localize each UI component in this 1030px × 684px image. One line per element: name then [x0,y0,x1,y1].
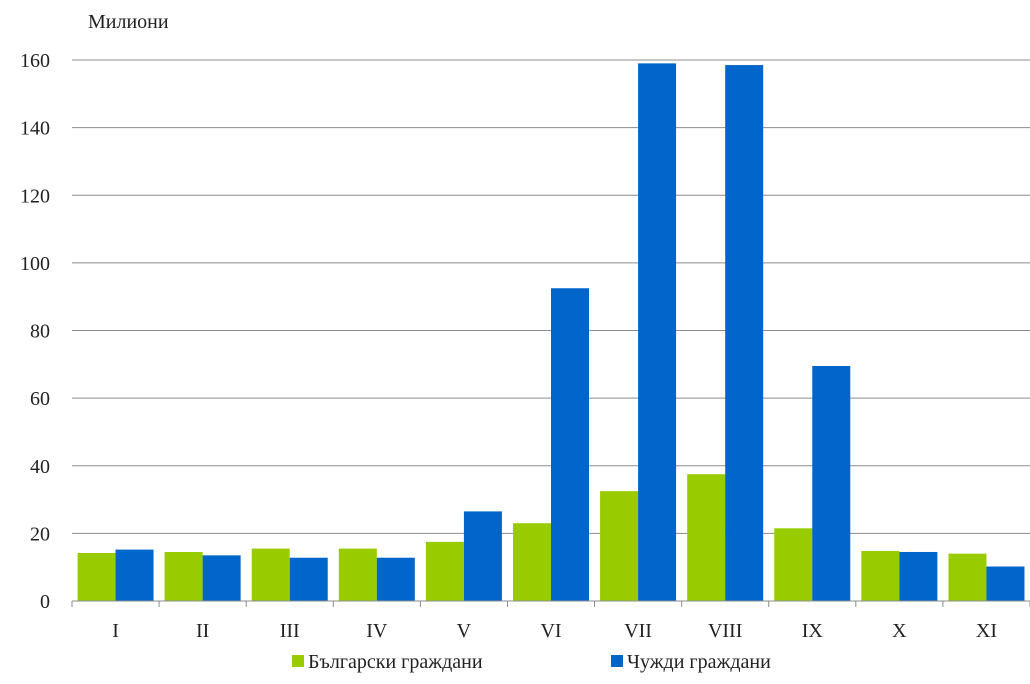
y-tick-label: 0 [40,591,50,613]
bar-bulgarian-III [251,548,290,601]
y-tick-label: 20 [30,523,50,545]
bar-foreign-IV [376,557,415,601]
bars [77,63,1025,602]
bar-bulgarian-VII [600,491,639,601]
x-tick-label: X [892,620,907,642]
bar-foreign-V [463,511,502,601]
legend: Български граждани Чужди граждани [292,651,771,673]
bar-bulgarian-VIII [687,474,726,601]
y-tick-label: 120 [20,185,50,207]
bar-foreign-VI [551,288,589,601]
x-tick-label: IX [802,620,824,642]
bar-bulgarian-V [425,541,464,601]
y-tick-label: 60 [30,388,50,410]
x-tick-label: XI [976,620,997,642]
bar-foreign-XI [986,566,1025,601]
y-axis-ticks: 0 20 40 60 80 100 120 140 160 [20,50,50,613]
y-axis-unit-label: Милиони [88,11,169,33]
bar-foreign-III [289,557,328,601]
y-tick-label: 160 [20,50,50,72]
bar-bulgarian-IV [338,548,377,601]
x-tick-label: II [196,620,209,642]
x-tick-label: V [457,620,472,642]
bar-foreign-VII [638,63,677,602]
y-tick-label: 40 [30,456,50,478]
x-tick-label: III [280,620,300,642]
y-tick-label: 100 [20,253,50,275]
legend-swatch-bulgarian [292,655,304,667]
x-tick-label: VI [540,620,561,642]
legend-swatch-foreign [611,655,623,667]
bar-foreign-I [115,549,154,601]
legend-label-foreign: Чужди граждани [627,651,771,673]
y-tick-label: 80 [30,321,50,343]
legend-label-bulgarian: Български граждани [308,651,483,673]
bar-foreign-VIII [725,65,764,601]
bar-bulgarian-VI [513,523,551,601]
x-tick-label: VIII [708,620,742,642]
bar-bulgarian-II [164,551,203,601]
x-tick-label: I [112,620,119,642]
x-tick-label: IV [366,620,388,642]
bar-bulgarian-X [861,550,900,601]
y-tick-label: 140 [20,118,50,140]
bar-foreign-II [202,555,241,601]
x-tick-label: VII [624,620,652,642]
axes [71,600,1030,607]
bar-bulgarian-XI [948,553,987,601]
bar-bulgarian-I [77,552,116,601]
bar-foreign-IX [812,366,851,601]
x-axis-ticks: I II III IV V VI VII VIII IX X XI [112,620,997,642]
bar-foreign-X [899,551,938,601]
bar-bulgarian-IX [774,528,813,601]
